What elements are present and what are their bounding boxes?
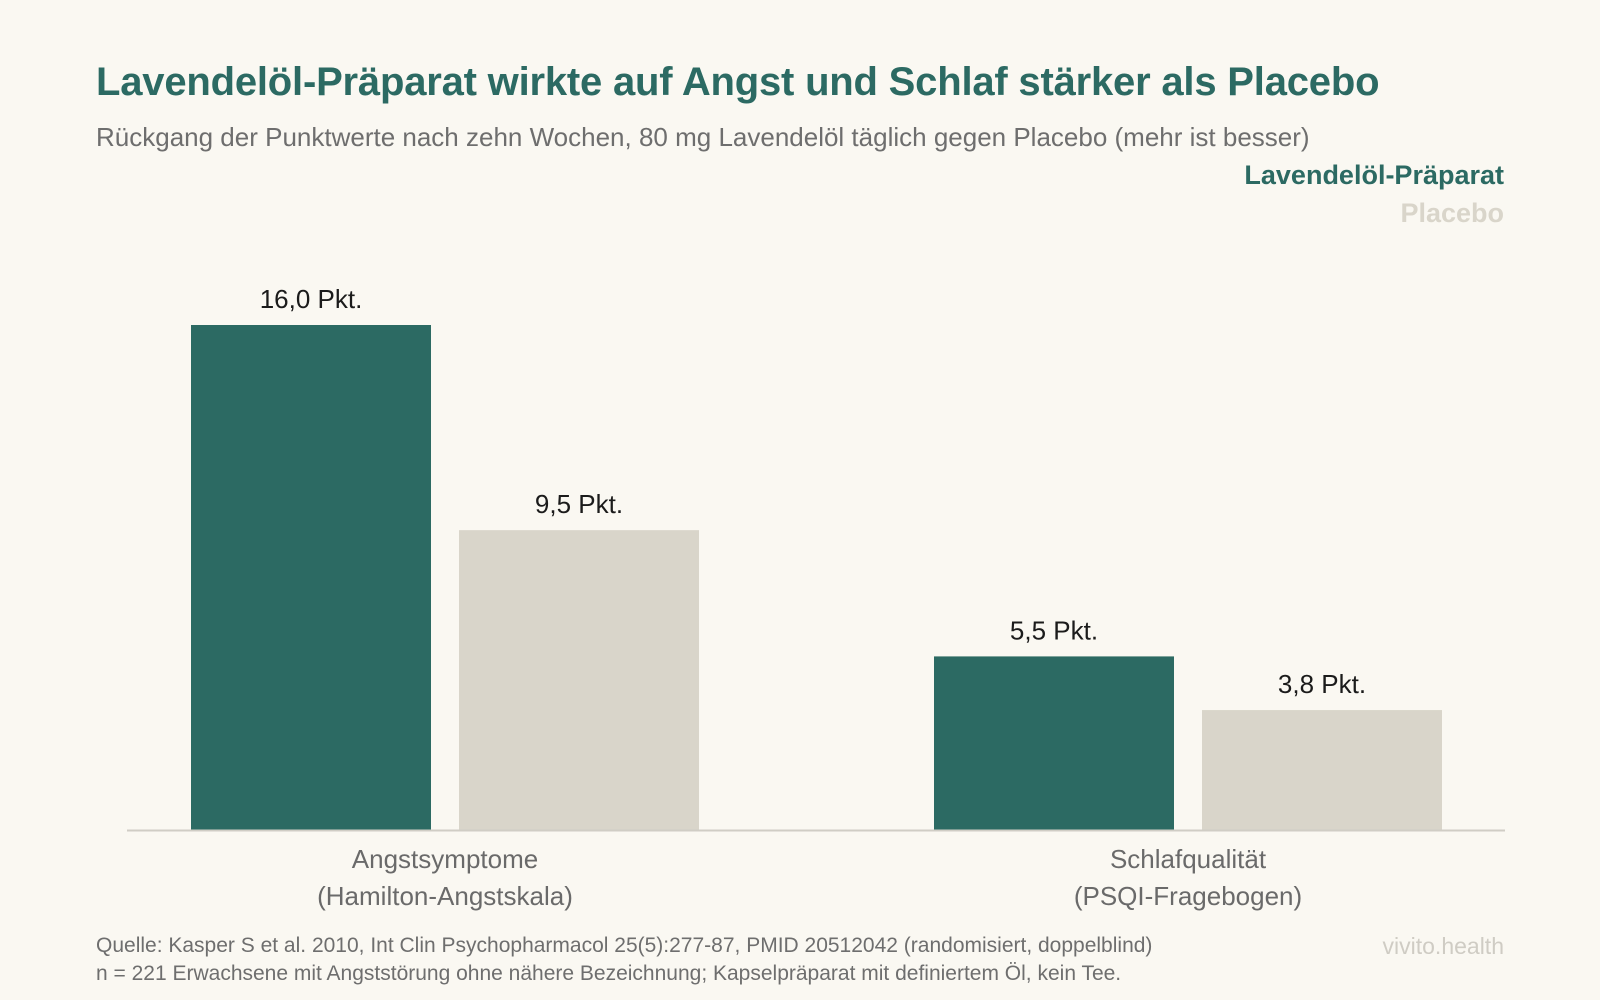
legend-item-placebo: Placebo [1400,198,1504,228]
footer: Quelle: Kasper S et al. 2010, Int Clin P… [96,932,1152,988]
bar-value-label: 5,5 Pkt. [1010,615,1098,645]
category-label: (Hamilton-Angstskala) [317,881,573,911]
source-note: Quelle: Kasper S et al. 2010, Int Clin P… [96,934,1153,957]
category-label: (PSQI-Fragebogen) [1074,881,1302,911]
bar-value-label: 3,8 Pkt. [1278,669,1366,699]
legend-item-lavendel: Lavendelöl-Präparat [1244,160,1504,190]
bar-lavendel-1 [934,656,1174,830]
category-label: Schlafqualität [1110,844,1267,874]
chart-subtitle: Rückgang der Punktwerte nach zehn Wochen… [96,122,1310,152]
legend: Lavendelöl-Präparat Placebo [1244,156,1504,232]
bar-value-label: 9,5 Pkt. [535,489,623,519]
category-labels: Angstsymptome (Hamilton-Angstskala) Schlaf… [317,844,1302,911]
category-label: Angstsymptome [352,844,538,874]
sample-note: n = 221 Erwachsene mit Angststörung ohne… [96,962,1122,985]
brand-label: vivito.health [1382,933,1504,959]
chart-title: Lavendelöl-Präparat wirkte auf Angst und… [96,60,1380,104]
bars-group: 16,0 Pkt. 5,5 Pkt. 9,5 Pkt. 3,8 Pkt. [191,284,1442,830]
bar-placebo-1 [1202,710,1442,830]
bar-lavendel-0 [191,325,431,830]
bar-placebo-0 [459,530,699,830]
bar-value-label: 16,0 Pkt. [260,284,363,314]
